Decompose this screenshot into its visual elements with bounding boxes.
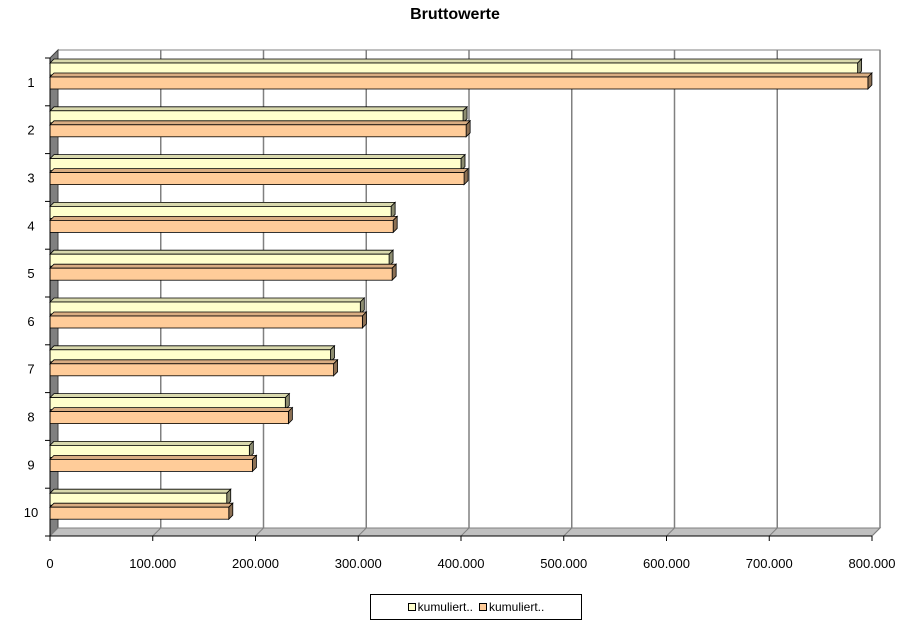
- bar-4-series-2: [49, 215, 399, 234]
- bar-9-series-2: [49, 454, 258, 473]
- bar-10-series-2: [49, 502, 234, 521]
- x-tick-label-3: 300.000: [335, 556, 382, 571]
- bar-8-series-2: [49, 406, 294, 425]
- gridline-floor-6: [666, 527, 675, 537]
- y-tick-label-6: 6: [27, 314, 34, 329]
- bar-3-series-2: [49, 167, 470, 186]
- y-tick-label-9: 9: [27, 457, 34, 472]
- legend-swatch-series-2: [479, 603, 487, 611]
- y-tick-label-2: 2: [27, 123, 34, 138]
- y-tick-label-1: 1: [27, 75, 34, 90]
- legend: kumuliert.. kumuliert..: [370, 594, 582, 620]
- gridline-floor-1: [152, 527, 162, 537]
- legend-item-series-1: kumuliert..: [407, 600, 473, 614]
- bar-10-series-1: [49, 488, 232, 507]
- gridline-floor-8: [871, 527, 881, 537]
- legend-swatch-series-1: [407, 603, 416, 611]
- bar-2-series-1: [49, 105, 469, 124]
- y-tick-label-3: 3: [27, 171, 34, 186]
- bar-5-series-2: [49, 263, 398, 282]
- x-tick-label-6: 600.000: [643, 556, 690, 571]
- x-tick-label-8: 800.000: [849, 556, 896, 571]
- x-tick-label-1: 100.000: [129, 556, 176, 571]
- y-tick-label-8: 8: [27, 410, 34, 425]
- y-tick-label-10: 10: [24, 505, 38, 520]
- x-tick-label-7: 700.000: [746, 556, 793, 571]
- chart-title: Bruttowerte: [410, 6, 500, 23]
- x-tick-label-0: 0: [46, 556, 53, 571]
- gridline-floor-3: [357, 527, 367, 537]
- gridline-floor-4: [460, 527, 470, 537]
- bar-4-series-1: [49, 201, 397, 220]
- x-tick-label-5: 500.000: [540, 556, 587, 571]
- y-tick-label-7: 7: [27, 362, 34, 377]
- x-tick-label-4: 400.000: [438, 556, 485, 571]
- x-tick-label-2: 200.000: [232, 556, 279, 571]
- bar-7-series-2: [49, 358, 339, 377]
- legend-label-series-2: kumuliert..: [489, 600, 545, 614]
- bar-6-series-2: [49, 311, 368, 329]
- y-tick-label-5: 5: [27, 266, 34, 281]
- bar-5-series-1: [49, 249, 395, 268]
- legend-label-series-1: kumuliert..: [417, 600, 473, 614]
- bar-6-series-1: [49, 297, 366, 315]
- legend-item-series-2: kumuliert..: [479, 600, 544, 614]
- gridline-floor-7: [768, 527, 778, 537]
- bar-1-series-2: [49, 72, 873, 90]
- gridline-floor-5: [563, 527, 573, 537]
- bar-1-series-1: [49, 58, 863, 76]
- gridline-floor-2: [255, 527, 264, 537]
- bar-2-series-2: [49, 119, 472, 138]
- y-tick-label-4: 4: [27, 218, 34, 233]
